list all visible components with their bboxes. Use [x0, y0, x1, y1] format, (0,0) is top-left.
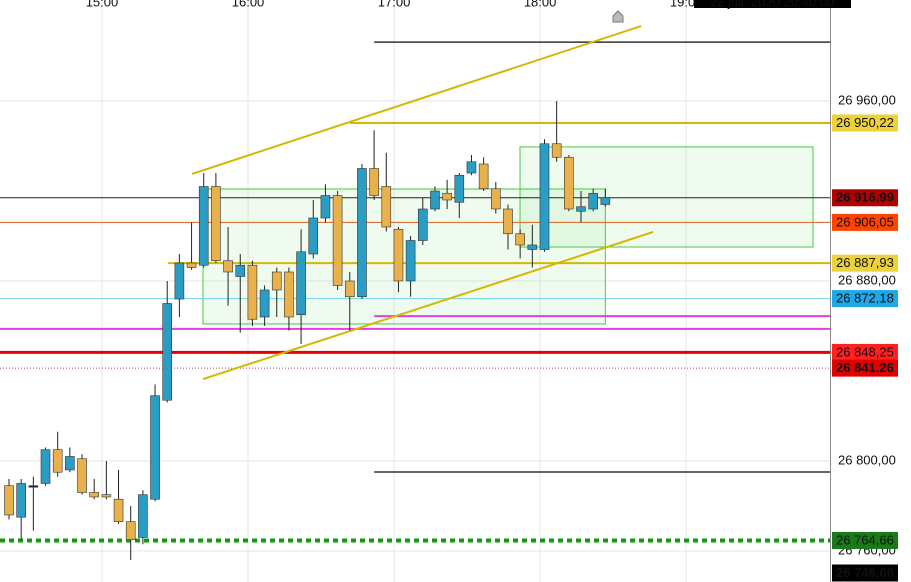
- candle-body: [381, 186, 392, 228]
- x-tick-label: 19:00: [670, 0, 703, 9]
- price-tag-label: 26 848,25: [836, 344, 894, 359]
- candle-body: [186, 262, 197, 268]
- candle-body: [138, 494, 148, 538]
- candle-body: [369, 168, 379, 196]
- candle-body: [101, 494, 112, 498]
- price-tag-label: 26 916,99: [836, 190, 894, 205]
- zone-rectangle: [202, 188, 606, 325]
- price-tag: [832, 213, 898, 231]
- candle-body: [539, 143, 550, 250]
- price-tag-label: 26 887,93: [836, 255, 894, 270]
- candle-body: [52, 449, 63, 473]
- trendline: [202, 230, 654, 381]
- candle-body: [296, 251, 306, 316]
- price-tag-label: 26 872,18: [836, 291, 894, 306]
- candle-body: [4, 485, 14, 516]
- candle-body: [174, 262, 185, 300]
- candle-body: [527, 244, 538, 250]
- price-tag-label: 26 764,66: [836, 532, 894, 547]
- crosshair-date: 22 juil. 2020 20:40:00: [710, 0, 834, 9]
- price-tag: [832, 359, 898, 377]
- candle-body: [211, 186, 221, 262]
- candle-body: [515, 233, 525, 246]
- candle-body: [600, 197, 611, 205]
- price-tag: [832, 531, 898, 549]
- candle-body: [271, 271, 282, 291]
- price-tag: [832, 114, 898, 132]
- candle-body: [332, 195, 343, 286]
- price-tag-label: 26 950,22: [836, 115, 894, 130]
- candle-body: [16, 483, 26, 518]
- price-tag: [832, 254, 898, 272]
- candle-body: [393, 228, 404, 282]
- candle-body: [442, 192, 452, 201]
- candle-body: [551, 143, 562, 158]
- candle-body: [576, 206, 586, 212]
- candle-body: [162, 303, 173, 401]
- candle-body: [284, 271, 294, 318]
- y-tick-label: 26 880,00: [838, 272, 896, 287]
- candle-body: [357, 168, 367, 298]
- candle-body: [198, 186, 209, 266]
- price-tag-label: 26 841,26: [836, 360, 894, 375]
- candle-body: [478, 163, 489, 190]
- candle-body: [588, 192, 598, 210]
- candle-body: [150, 395, 160, 500]
- price-tag-label: 26 746,66: [836, 565, 894, 580]
- candle-body: [247, 264, 258, 320]
- candle-body: [503, 208, 513, 235]
- x-tick-label: 18:00: [524, 0, 557, 9]
- candle-body: [344, 280, 355, 298]
- candle-body: [113, 498, 124, 523]
- candle-body: [466, 161, 477, 174]
- candle-body: [430, 190, 440, 210]
- candle-body: [308, 217, 319, 255]
- candle-body: [125, 521, 136, 541]
- candle-body: [417, 208, 428, 241]
- x-tick-label: 17:00: [378, 0, 411, 9]
- candle-body: [454, 174, 465, 203]
- x-tick-label: 15:00: [86, 0, 119, 9]
- candle-body: [491, 188, 501, 210]
- candle-body: [235, 264, 246, 277]
- candle-body: [259, 289, 270, 318]
- y-tick-label: 26 960,00: [838, 92, 896, 107]
- candle-body: [564, 156, 574, 210]
- x-tick-label: 16:00: [232, 0, 265, 9]
- candle-body: [65, 456, 75, 471]
- candle-body: [28, 485, 39, 488]
- price-tag: [832, 343, 898, 361]
- candles: [4, 101, 611, 560]
- crosshair-date-box: [694, 0, 851, 8]
- trendline: [191, 25, 642, 175]
- price-tag-label: 26 906,05: [836, 214, 894, 229]
- y-tick-label: 26 800,00: [838, 452, 896, 467]
- candle-body: [223, 260, 233, 273]
- candle-body: [320, 195, 331, 219]
- candle-body: [77, 458, 87, 493]
- marker-icon: [612, 10, 624, 23]
- candle-body: [405, 240, 416, 282]
- price-tag: [832, 564, 898, 582]
- price-tag: [832, 290, 898, 308]
- price-tag: [832, 189, 898, 207]
- candle-body: [40, 449, 51, 484]
- candle-body: [89, 492, 99, 498]
- zone-rectangle: [519, 146, 814, 248]
